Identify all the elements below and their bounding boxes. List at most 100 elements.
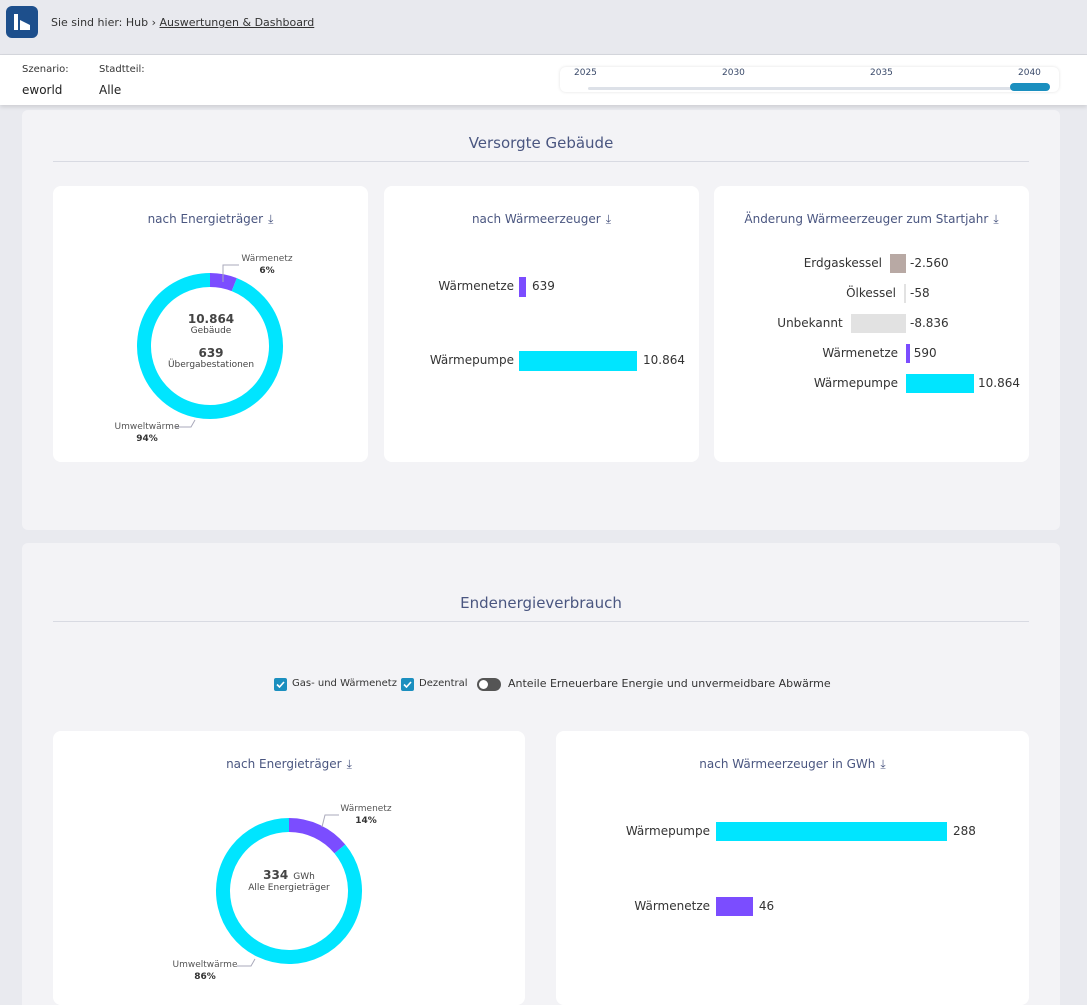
toggle-label-renewable-shares: Anteile Erneuerbare Energie und unvermei… [508, 677, 831, 690]
slice-percent: 94% [136, 434, 158, 444]
bar-waermenetze[interactable] [519, 277, 526, 297]
section-divider [53, 161, 1029, 162]
bar-unbekannt[interactable] [850, 314, 906, 333]
slice-percent: 86% [194, 972, 216, 982]
download-icon[interactable]: ⤓ [880, 757, 886, 771]
breadcrumb-prefix: Sie sind hier: Hub › [51, 16, 156, 29]
app-logo[interactable] [6, 6, 38, 38]
bar-label-waermepumpe: Wärmepumpe [625, 824, 710, 838]
slice-percent: 6% [259, 266, 275, 276]
callout-line-waermenetz [222, 264, 239, 282]
download-icon[interactable]: ⤓ [993, 212, 999, 226]
filter-legend-row: Gas- und Wärmenetz Dezentral Anteile Ern… [0, 675, 1087, 695]
bar-value-unbekannt: -8.836 [910, 316, 949, 330]
card-title: nach Wärmeerzeuger in GWh ⤓ [556, 757, 1029, 772]
bar-value-wrmepumpe: 10.864 [978, 376, 1020, 390]
card-title-text: nach Wärmeerzeuger in GWh [699, 757, 876, 771]
bar-value-waermepumpe: 288 [953, 824, 976, 838]
bar-value-waermenetze: 639 [531, 279, 555, 293]
top-bar: Sie sind hier: Hub › Auswertungen & Dash… [0, 0, 1087, 55]
center-label: Alle Energieträger [248, 883, 330, 893]
center-label-stations: Übergabestationen [167, 360, 255, 370]
callout-line-umweltwaerme [237, 958, 256, 967]
bar-value-waermepumpe: 10.864 [643, 353, 685, 367]
card-energy-by-carrier: nach Energieträger ⤓ Wärmenetz 14% Umwelt… [53, 731, 525, 1005]
donut-center-label: 334 GWh Alle Energieträger [229, 864, 349, 893]
bar-label-erdgaskessel: Erdgaskessel [803, 256, 882, 270]
district-select[interactable]: Alle [99, 83, 122, 97]
donut-slice-umweltwrme[interactable] [216, 818, 362, 964]
card-title-text: Änderung Wärmeerzeuger zum Startjahr [744, 212, 989, 226]
donut-slice-wrmenetz[interactable] [288, 818, 346, 854]
donut-slice-wrmenetz[interactable] [209, 273, 237, 292]
bar-wrmepumpe[interactable] [906, 374, 974, 393]
timeline-year-2025[interactable]: 2025 [574, 68, 597, 78]
download-icon[interactable]: ⤓ [268, 212, 274, 226]
section-title-endenergieverbrauch: Endenergieverbrauch [460, 594, 622, 612]
card-heat-generator-change: Änderung Wärmeerzeuger zum Startjahr ⤓ Er… [714, 186, 1029, 462]
card-title: nach Wärmeerzeuger ⤓ [384, 212, 699, 227]
bar-waermepumpe[interactable] [519, 351, 637, 371]
checkbox-label-dezentral: Dezentral [419, 678, 468, 689]
download-icon[interactable]: ⤓ [605, 212, 612, 226]
center-label-buildings: Gebäude [190, 326, 232, 336]
toggle-renewable-shares[interactable] [477, 678, 501, 691]
district-label: Stadtteil: [99, 64, 145, 75]
slice-name: Wärmenetz [241, 254, 293, 264]
bar-lkessel[interactable] [904, 284, 906, 303]
center-value: 334 [263, 868, 289, 882]
timeline-slider-handle[interactable] [1010, 83, 1050, 91]
callout-line-umweltwaerme [176, 419, 196, 428]
bar-label-lkessel: Ölkessel [846, 286, 896, 300]
breadcrumb-link-dashboard[interactable]: Auswertungen & Dashboard [159, 16, 315, 29]
slice-name: Wärmenetz [340, 804, 392, 814]
card-energy-by-heat-generator: nach Wärmeerzeuger in GWh ⤓ Wärmepumpe 28… [556, 731, 1029, 1005]
bar-wrmenetze[interactable] [906, 344, 910, 363]
bar-value-erdgaskessel: -2.560 [910, 256, 949, 270]
bar-waermepumpe[interactable] [716, 822, 947, 841]
slice-name: Umweltwärme [172, 960, 238, 970]
section-divider [53, 621, 1029, 622]
checkbox-gas-waermenetz[interactable] [274, 678, 287, 691]
card-title: nach Energieträger ⤓ [53, 757, 525, 772]
center-value-stations: 639 [198, 346, 224, 360]
timeline-year-2040[interactable]: 2040 [1018, 68, 1041, 78]
timeline-year-2035[interactable]: 2035 [870, 68, 893, 78]
bar-label-waermenetze: Wärmenetze [438, 279, 514, 293]
callout-line-waermenetz [321, 814, 339, 828]
bar-label-wrmepumpe: Wärmepumpe [813, 376, 898, 390]
bar-label-wrmenetze: Wärmenetze [822, 346, 898, 360]
donut-center-label: 10.864 Gebäude 639 Übergabestationen [161, 312, 261, 370]
donut-chart [216, 814, 362, 967]
bar-label-unbekannt: Unbekannt [777, 316, 843, 330]
slice-label-umweltwaerme: Umweltwärme 94% [111, 421, 183, 445]
slice-percent: 14% [355, 816, 377, 826]
card-title-text: nach Energieträger [147, 212, 264, 226]
logo-icon [14, 14, 30, 30]
bar-waermenetze[interactable] [716, 897, 753, 916]
card-buildings-by-heat-generator: nach Wärmeerzeuger ⤓ Wärmenetze 639 Wärme… [384, 186, 699, 462]
slice-label-waermenetz: Wärmenetz 6% [239, 253, 295, 277]
card-title: Änderung Wärmeerzeuger zum Startjahr ⤓ [714, 212, 1029, 227]
donut-slices [137, 273, 283, 419]
timeline-year-2030[interactable]: 2030 [722, 68, 745, 78]
slice-label-umweltwaerme: Umweltwärme 86% [169, 959, 241, 983]
slice-name: Umweltwärme [114, 422, 180, 432]
card-title-text: nach Wärmeerzeuger [471, 212, 601, 226]
donut-slice-umweltwrme[interactable] [137, 273, 283, 419]
bar-erdgaskessel[interactable] [889, 254, 906, 273]
donut-chart [137, 264, 283, 428]
checkbox-dezentral[interactable] [401, 678, 414, 691]
bar-value-wrmenetze: 590 [913, 346, 937, 360]
scenario-select[interactable]: eworld [22, 83, 63, 97]
card-title-text: nach Energieträger [226, 757, 342, 771]
bar-label-waermenetze: Wärmenetze [634, 899, 710, 913]
card-buildings-by-energy-carrier: nach Energieträger ⤓ Wärmenetz 6% Umweltw… [53, 186, 368, 462]
card-title: nach Energieträger ⤓ [53, 212, 368, 227]
center-unit: GWh [293, 872, 315, 882]
breadcrumb: Sie sind hier: Hub › Auswertungen & Dash… [51, 16, 314, 29]
year-timeline[interactable]: 2025 2030 2035 2040 [560, 67, 1059, 92]
download-icon[interactable]: ⤓ [346, 757, 352, 771]
timeline-track[interactable] [588, 87, 1046, 90]
check-icon [403, 681, 412, 688]
